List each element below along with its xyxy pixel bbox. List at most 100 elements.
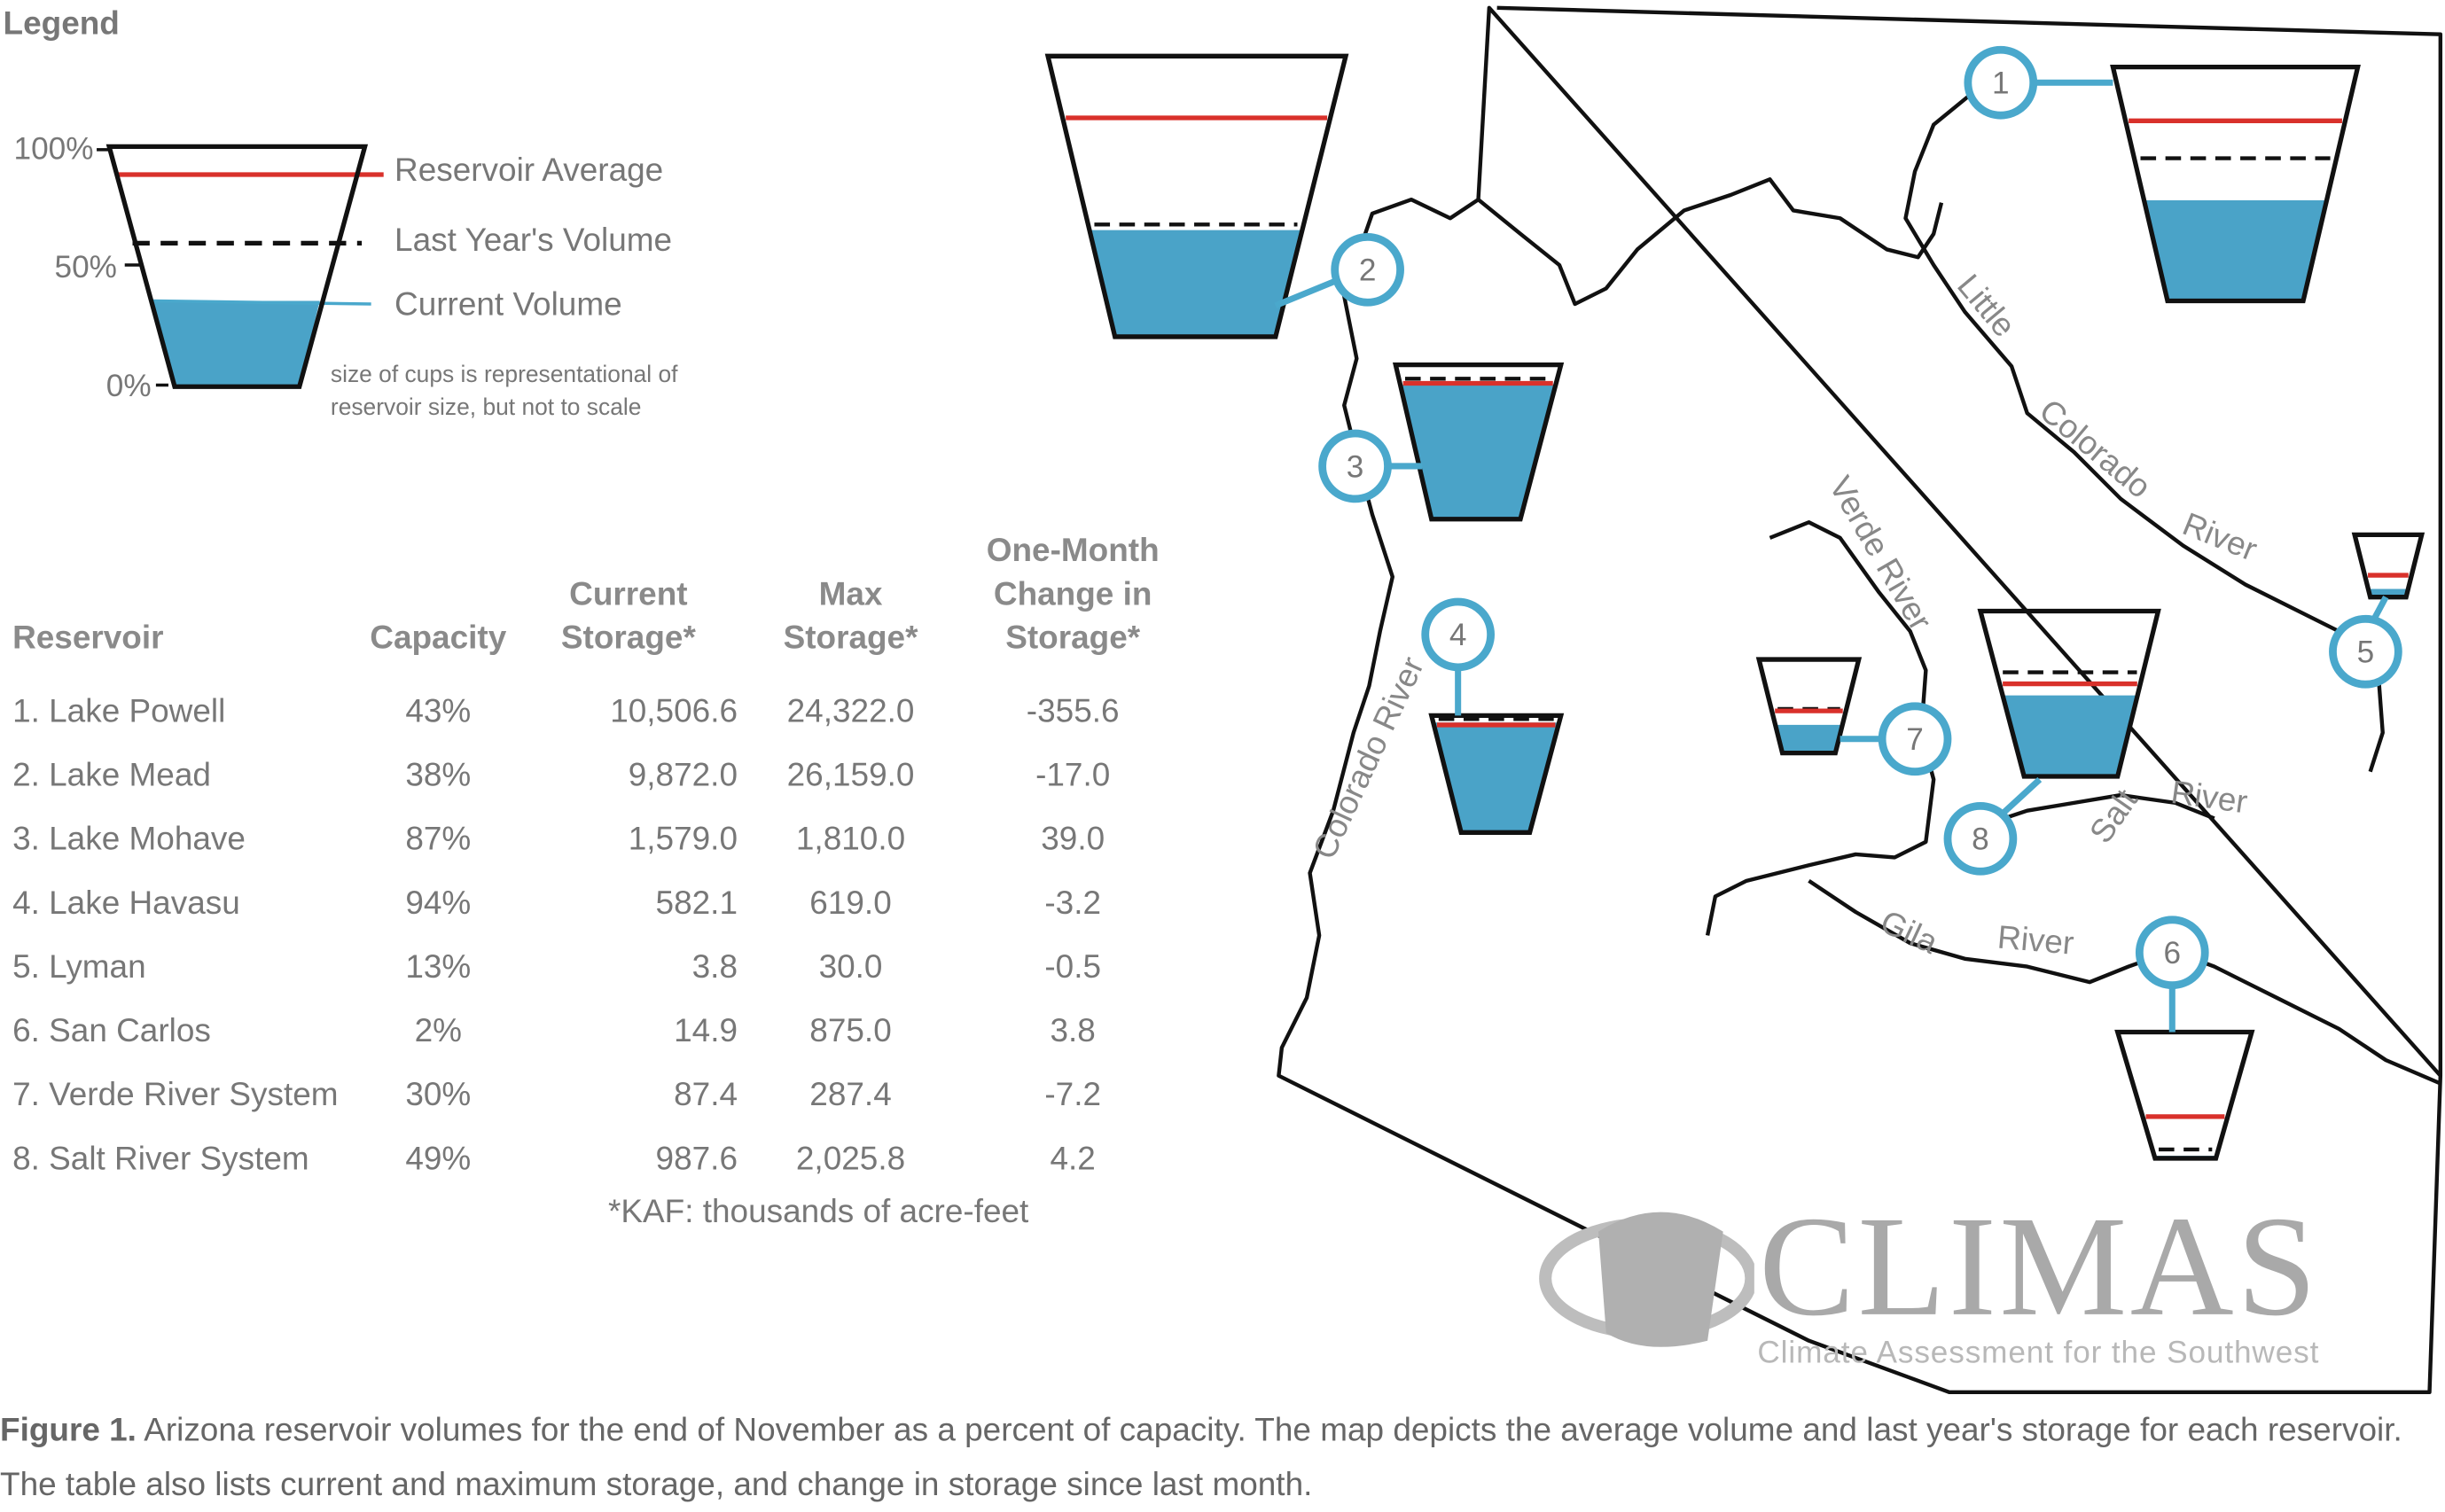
- cell-current: 10,506.6: [610, 692, 738, 729]
- reservoir-cup-7: [1755, 657, 1863, 756]
- caption-label: Figure 1.: [0, 1412, 137, 1449]
- legend-note-line: size of cups is representational of: [330, 362, 678, 388]
- cell-capacity: 38%: [405, 756, 472, 793]
- current-volume-fill: [1400, 385, 1556, 519]
- header-capacity: Capacity: [370, 620, 507, 657]
- legend-current-label: Current Volume: [394, 286, 622, 323]
- cell-change: 3.8: [1050, 1012, 1096, 1048]
- caption-text: Arizona reservoir volumes for the end of…: [0, 1412, 2402, 1503]
- header-reservoir: Reservoir: [12, 620, 164, 657]
- current-volume-fill: [1089, 230, 1302, 337]
- header-current-storage: Current Storage*: [560, 576, 696, 657]
- marker-number: 6: [2164, 936, 2182, 970]
- table-row: 3. Lake Mohave 87% 1,579.0 1,810.0 39.0: [12, 807, 1198, 871]
- reservoir-cup-6: [2114, 1029, 2255, 1161]
- table-row: 4. Lake Havasu 94% 582.1 619.0 -3.2: [12, 871, 1198, 935]
- table-row: 6. San Carlos 2% 14.9 875.0 3.8: [12, 1000, 1198, 1064]
- marker-number: 7: [1906, 722, 1924, 757]
- cell-change: -3.2: [1044, 885, 1102, 921]
- table-row: 5. Lyman 13% 3.8 30.0 -0.5: [12, 935, 1198, 999]
- cell-change: 4.2: [1050, 1140, 1096, 1177]
- climas-logo: CLIMAS: [1759, 1186, 2320, 1346]
- cell-name: 8. Salt River System: [12, 1140, 309, 1177]
- arizona-map: 1 2 3 4 5 6 7 8: [1044, 5, 2443, 1394]
- cell-capacity: 30%: [405, 1076, 472, 1113]
- cell-max: 287.4: [809, 1076, 892, 1113]
- cup-outline: [1428, 713, 1565, 835]
- legend-average-label: Reservoir Average: [394, 152, 664, 189]
- cell-current: 3.8: [691, 948, 738, 985]
- reservoir-marker-8: 8: [1943, 776, 2043, 876]
- cell-name: 5. Lyman: [12, 948, 146, 985]
- current-volume-fill: [1775, 724, 1843, 753]
- cell-name: 4. Lake Havasu: [12, 885, 240, 921]
- table-row: 7. Verde River System 30% 87.4 287.4 -7.2: [12, 1064, 1198, 1127]
- cell-capacity: 49%: [405, 1140, 472, 1177]
- cup-outline: [2114, 1029, 2255, 1161]
- climas-subtitle: Climate Assessment for the Southwest: [1757, 1336, 2320, 1371]
- tick-100: 100%: [13, 132, 94, 168]
- cell-change: 39.0: [1041, 821, 1105, 857]
- figure-caption: Figure 1. Arizona reservoir volumes for …: [0, 1403, 2445, 1512]
- tick-50: 50%: [54, 251, 117, 285]
- river-colorado-grand-canyon: [1477, 177, 1944, 307]
- cup-outline: [1977, 608, 2161, 779]
- legend-current-fill: [152, 300, 320, 387]
- legend-title: Legend: [3, 6, 120, 43]
- cell-current: 1,579.0: [628, 821, 738, 857]
- legend-note: size of cups is representational of rese…: [331, 359, 678, 425]
- cell-current: 582.1: [655, 885, 738, 921]
- marker-number: 3: [1347, 449, 1364, 484]
- river-salt: [1980, 792, 2215, 829]
- cell-change: -17.0: [1035, 756, 1111, 793]
- legend-last-year-label: Last Year's Volume: [394, 222, 673, 259]
- river-gila: [1808, 879, 2441, 1086]
- cell-name: 7. Verde River System: [12, 1076, 339, 1113]
- current-volume-fill: [1433, 722, 1559, 833]
- cup-outline: [1755, 657, 1863, 756]
- reservoir-cup-5: [2351, 532, 2425, 600]
- state-border: [1277, 5, 2443, 1394]
- cup-outline: [2351, 532, 2425, 600]
- cup-outline: [2110, 64, 2361, 304]
- reservoir-cup-8: [1977, 608, 2161, 779]
- header-max-storage: Max Storage*: [783, 576, 918, 657]
- cell-max: 875.0: [809, 1012, 892, 1048]
- cell-current: 987.6: [655, 1140, 738, 1177]
- reservoir-table: Reservoir Capacity Current Storage* Max St…: [12, 530, 1198, 1191]
- table-header: Reservoir Capacity Current Storage* Max St…: [12, 530, 1198, 680]
- cell-max: 26,159.0: [786, 756, 915, 793]
- table-footnote: *KAF: thousands of acre-feet: [608, 1194, 1029, 1230]
- cell-capacity: 43%: [405, 692, 472, 729]
- cell-name: 2. Lake Mead: [12, 756, 211, 793]
- marker-number: 5: [2357, 635, 2375, 670]
- legend-cup: [97, 144, 384, 389]
- reservoir-marker-3: 3: [1318, 429, 1423, 503]
- current-volume-fill: [2003, 695, 2138, 776]
- cup-outline: [1044, 53, 1349, 339]
- marker-number: 8: [1972, 822, 1989, 857]
- cell-change: -355.6: [1026, 692, 1120, 729]
- reservoir-marker-5: 5: [2329, 596, 2402, 689]
- cell-max: 30.0: [818, 948, 883, 985]
- reservoir-cup-1: [2110, 64, 2361, 304]
- reservoir-cup-4: [1428, 713, 1565, 835]
- reservoir-cup-2: [1044, 53, 1349, 339]
- marker-number: 4: [1449, 618, 1467, 652]
- river-verde: [1705, 520, 1936, 936]
- reservoir-marker-6: 6: [2135, 916, 2209, 1033]
- table-row: 8. Salt River System 49% 987.6 2,025.8 4.2: [12, 1127, 1198, 1191]
- cell-capacity: 2%: [414, 1012, 462, 1048]
- label-gila-river: River: [1996, 919, 2075, 963]
- table-row: 2. Lake Mead 38% 9,872.0 26,159.0 -17.0: [12, 744, 1198, 807]
- cell-name: 6. San Carlos: [12, 1012, 211, 1048]
- cell-max: 24,322.0: [786, 692, 915, 729]
- cell-current: 9,872.0: [628, 756, 738, 793]
- cell-change: -0.5: [1044, 948, 1102, 985]
- cell-max: 2,025.8: [795, 1140, 906, 1177]
- cell-capacity: 94%: [405, 885, 472, 921]
- reservoir-cup-3: [1392, 362, 1565, 522]
- reservoir-marker-7: 7: [1840, 702, 1952, 776]
- cell-change: -7.2: [1044, 1076, 1102, 1113]
- cell-capacity: 13%: [405, 948, 472, 985]
